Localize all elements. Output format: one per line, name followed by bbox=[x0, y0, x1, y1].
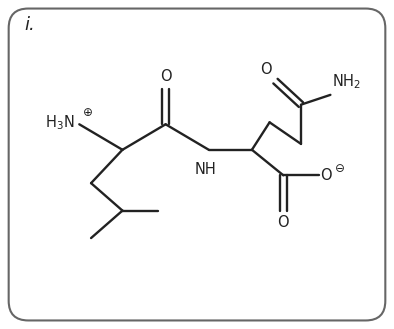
Text: O: O bbox=[160, 69, 171, 84]
Text: i.: i. bbox=[24, 16, 35, 35]
Text: NH$_2$: NH$_2$ bbox=[333, 72, 361, 91]
Text: O: O bbox=[277, 215, 289, 230]
Text: $⊕$: $⊕$ bbox=[82, 106, 93, 119]
Text: O: O bbox=[260, 62, 271, 77]
Text: O: O bbox=[321, 168, 332, 183]
Text: H$_3$N: H$_3$N bbox=[45, 113, 74, 132]
Text: NH: NH bbox=[195, 162, 217, 177]
Text: $⊖$: $⊖$ bbox=[334, 162, 344, 175]
